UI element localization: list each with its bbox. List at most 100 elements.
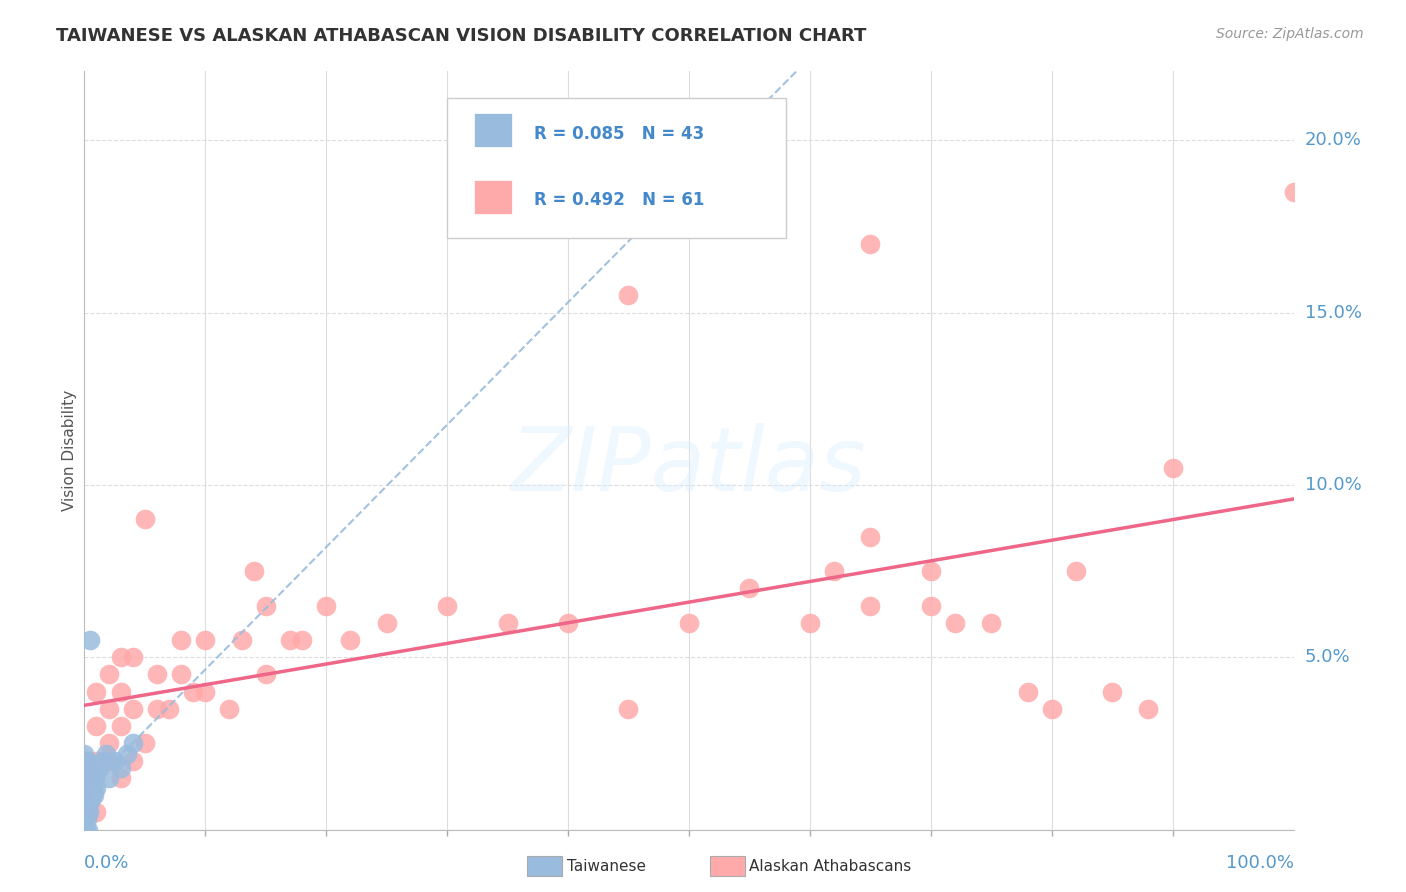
Point: [97, 736, 120, 750]
Point: [73, 760, 96, 774]
Point: [134, 736, 156, 750]
Point: [79, 795, 101, 809]
Point: [375, 615, 398, 630]
Point: [86, 781, 108, 796]
Point: [859, 599, 882, 613]
Point: [84, 771, 107, 785]
Point: [254, 667, 277, 681]
Point: [86, 805, 108, 820]
Text: TAIWANESE VS ALASKAN ATHABASCAN VISION DISABILITY CORRELATION CHART: TAIWANESE VS ALASKAN ATHABASCAN VISION D…: [56, 27, 866, 45]
Point: [77, 788, 100, 802]
Point: [617, 288, 640, 302]
Point: [678, 615, 700, 630]
Point: [738, 582, 761, 596]
Point: [91, 754, 114, 768]
Point: [557, 615, 579, 630]
Point: [73, 791, 96, 805]
Point: [76, 760, 98, 774]
Point: [79, 781, 101, 796]
Point: [73, 754, 96, 768]
Text: R = 0.085   N = 43: R = 0.085 N = 43: [534, 125, 704, 143]
Point: [79, 771, 101, 785]
Point: [291, 633, 314, 648]
Point: [194, 633, 217, 648]
Point: [231, 633, 253, 648]
Point: [75, 767, 97, 781]
Point: [315, 599, 337, 613]
Point: [436, 599, 458, 613]
Point: [110, 771, 132, 785]
Point: [254, 599, 277, 613]
Point: [170, 667, 193, 681]
Text: 5.0%: 5.0%: [1305, 648, 1350, 666]
Point: [980, 615, 1002, 630]
Point: [77, 754, 100, 768]
Point: [75, 781, 97, 796]
Point: [83, 788, 105, 802]
Point: [80, 788, 103, 802]
Point: [617, 702, 640, 716]
Point: [87, 760, 110, 774]
Point: [121, 754, 143, 768]
Point: [110, 650, 132, 665]
Point: [77, 805, 100, 820]
Point: [278, 633, 301, 648]
Text: 20.0%: 20.0%: [1305, 131, 1361, 149]
Point: [75, 754, 97, 768]
Text: Taiwanese: Taiwanese: [567, 859, 645, 873]
Point: [1101, 684, 1123, 698]
Point: [242, 564, 264, 578]
Point: [1064, 564, 1087, 578]
Point: [77, 788, 100, 802]
Point: [77, 771, 100, 785]
Point: [75, 822, 97, 837]
Point: [170, 633, 193, 648]
Point: [110, 719, 132, 733]
Bar: [474, 180, 512, 214]
Point: [104, 754, 127, 768]
Point: [110, 760, 132, 774]
Point: [82, 781, 104, 796]
Point: [146, 667, 169, 681]
Point: [73, 771, 96, 785]
Text: 0.0%: 0.0%: [84, 855, 129, 872]
FancyBboxPatch shape: [447, 98, 786, 238]
Point: [920, 564, 942, 578]
Point: [181, 684, 204, 698]
Point: [496, 615, 519, 630]
Point: [97, 771, 120, 785]
Bar: [474, 113, 512, 147]
Point: [97, 754, 120, 768]
Point: [157, 702, 180, 716]
Point: [86, 754, 108, 768]
Point: [73, 822, 96, 837]
Point: [121, 702, 143, 716]
Point: [97, 667, 120, 681]
Point: [920, 599, 942, 613]
Point: [943, 615, 966, 630]
Point: [146, 702, 169, 716]
Point: [80, 771, 103, 785]
Point: [823, 564, 845, 578]
Point: [86, 719, 108, 733]
Point: [859, 236, 882, 251]
Y-axis label: Vision Disability: Vision Disability: [62, 390, 77, 511]
Point: [77, 771, 100, 785]
Point: [218, 702, 240, 716]
Point: [339, 633, 361, 648]
Point: [73, 781, 96, 796]
Point: [1040, 702, 1063, 716]
Text: 15.0%: 15.0%: [1305, 303, 1361, 322]
Point: [76, 795, 98, 809]
Point: [76, 778, 98, 792]
Point: [1282, 185, 1305, 199]
Point: [73, 802, 96, 816]
Text: Source: ZipAtlas.com: Source: ZipAtlas.com: [1216, 27, 1364, 41]
Point: [75, 809, 97, 823]
Point: [79, 633, 101, 648]
Text: ZIPatlas: ZIPatlas: [512, 423, 866, 508]
Point: [194, 684, 217, 698]
Point: [121, 650, 143, 665]
Point: [115, 747, 138, 761]
Text: Alaskan Athabascans: Alaskan Athabascans: [749, 859, 911, 873]
